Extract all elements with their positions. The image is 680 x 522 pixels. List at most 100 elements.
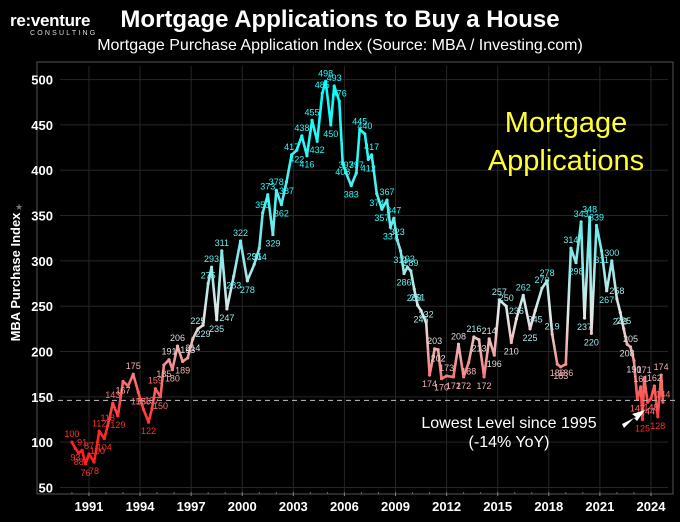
data-point bbox=[388, 225, 392, 229]
data-point bbox=[73, 446, 77, 451]
data-point bbox=[261, 211, 265, 215]
data-point bbox=[102, 436, 106, 441]
data-label: 322 bbox=[233, 228, 248, 238]
data-label: 206 bbox=[170, 333, 185, 343]
data-label: 93 bbox=[70, 452, 80, 462]
data-point bbox=[320, 91, 324, 95]
data-point bbox=[141, 407, 146, 412]
data-label: 311 bbox=[393, 255, 407, 265]
data-label: 250 bbox=[499, 293, 514, 303]
data-label: 283 bbox=[226, 280, 241, 290]
data-label: 293 bbox=[204, 254, 219, 264]
data-label: 258 bbox=[609, 286, 624, 296]
data-point bbox=[366, 157, 370, 161]
data-label: 170 bbox=[434, 383, 449, 393]
data-point bbox=[509, 340, 513, 345]
y-tick-label: 100 bbox=[31, 435, 53, 450]
data-label: 493 bbox=[327, 73, 342, 83]
data-point bbox=[70, 440, 74, 444]
data-point bbox=[462, 375, 466, 379]
data-label: 125 bbox=[635, 423, 650, 433]
data-point bbox=[215, 318, 219, 322]
data-label: 251 bbox=[410, 292, 425, 302]
data-point bbox=[126, 384, 130, 388]
data-label: 408 bbox=[335, 167, 350, 177]
logo-text: re:venture bbox=[10, 11, 91, 30]
data-label: 232 bbox=[419, 310, 434, 320]
data-point bbox=[545, 279, 549, 283]
data-point bbox=[153, 387, 157, 391]
data-label: 417 bbox=[284, 142, 299, 152]
data-point bbox=[209, 265, 214, 269]
data-point bbox=[295, 148, 299, 152]
data-point bbox=[618, 310, 622, 315]
data-label: 128 bbox=[650, 421, 665, 431]
data-point bbox=[533, 309, 537, 313]
data-label: 172 bbox=[477, 381, 492, 391]
data-point bbox=[405, 265, 410, 269]
data-point bbox=[290, 153, 294, 157]
data-point bbox=[150, 407, 154, 411]
x-tick-label: 2003 bbox=[279, 499, 308, 514]
data-point bbox=[639, 385, 643, 389]
data-label: 216 bbox=[466, 324, 481, 334]
data-label: 183 bbox=[553, 371, 568, 381]
data-point bbox=[80, 448, 84, 452]
data-label: 193 bbox=[180, 345, 195, 355]
data-label: 155 bbox=[131, 396, 146, 406]
data-point bbox=[559, 365, 563, 369]
annotation-arrow bbox=[622, 410, 645, 428]
data-point bbox=[433, 347, 437, 351]
data-point bbox=[349, 184, 353, 188]
data-label: 236 bbox=[509, 306, 524, 316]
data-label: 373 bbox=[260, 182, 275, 192]
y-tick-label: 200 bbox=[31, 345, 53, 360]
logo-subtext: CONSULTING bbox=[30, 30, 98, 37]
data-label: 91 bbox=[77, 437, 87, 447]
data-label: 339 bbox=[589, 213, 604, 223]
data-label: 190 bbox=[626, 365, 641, 375]
x-tick-label: 1997 bbox=[177, 499, 206, 514]
data-label: 122 bbox=[141, 426, 156, 436]
data-point bbox=[232, 274, 236, 278]
data-label: 378 bbox=[269, 177, 284, 187]
data-point bbox=[521, 293, 525, 297]
data-label: 162 bbox=[647, 373, 662, 383]
data-label: 485 bbox=[315, 80, 330, 90]
data-point bbox=[337, 99, 341, 103]
data-label: 455 bbox=[305, 107, 320, 117]
data-label: 275 bbox=[201, 271, 216, 281]
data-label: 293 bbox=[400, 254, 415, 264]
data-label: 100 bbox=[90, 446, 105, 456]
y-tick-label: 150 bbox=[31, 390, 53, 405]
data-point bbox=[436, 348, 440, 352]
data-label: 450 bbox=[323, 129, 338, 139]
data-point bbox=[385, 198, 389, 202]
data-label: 167 bbox=[115, 385, 130, 395]
x-tick-label: 2000 bbox=[228, 499, 257, 514]
data-point bbox=[456, 342, 461, 346]
data-point bbox=[659, 373, 663, 377]
y-tick-label: 350 bbox=[31, 209, 53, 224]
data-label: 219 bbox=[545, 321, 560, 331]
data-point bbox=[605, 289, 609, 293]
data-label: 286 bbox=[397, 278, 412, 288]
data-point bbox=[497, 298, 501, 302]
data-point bbox=[175, 344, 180, 348]
data-point bbox=[186, 356, 190, 360]
data-point bbox=[661, 400, 665, 404]
data-point bbox=[550, 332, 554, 336]
data-point bbox=[504, 304, 508, 308]
data-point bbox=[358, 127, 362, 132]
data-label: 171 bbox=[637, 365, 652, 375]
y-tick-label: 450 bbox=[31, 118, 53, 133]
data-point bbox=[116, 414, 120, 418]
data-label: 397 bbox=[339, 160, 354, 170]
data-label: 383 bbox=[344, 190, 359, 200]
data-label: 143 bbox=[105, 390, 120, 400]
data-point bbox=[625, 342, 629, 346]
data-label: 147 bbox=[630, 404, 645, 414]
data-point bbox=[649, 397, 653, 401]
data-label: 343 bbox=[574, 209, 589, 219]
data-label: 148 bbox=[643, 403, 658, 413]
